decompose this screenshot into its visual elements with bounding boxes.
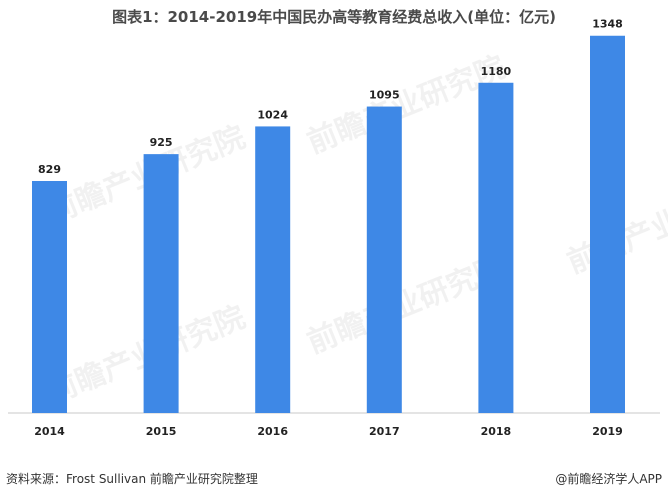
- chart-title: 图表1：2014-2019年中国民办高等教育经费总收入(单位：亿元): [112, 8, 556, 26]
- bar-2014: [32, 180, 67, 413]
- value-label-2015: 925: [150, 136, 173, 149]
- bar-2017: [366, 106, 402, 413]
- x-tick-label-2014: 2014: [34, 425, 65, 438]
- x-tick-label-2015: 2015: [146, 425, 177, 438]
- x-tick-label-2017: 2017: [369, 425, 400, 438]
- source-note: 资料来源：Frost Sullivan 前瞻产业研究院整理: [6, 472, 258, 486]
- x-tick-label-2018: 2018: [481, 425, 512, 438]
- value-label-2018: 1180: [481, 65, 512, 78]
- footer: 资料来源：Frost Sullivan 前瞻产业研究院整理 @前瞻经济学人APP: [0, 470, 668, 492]
- x-tick-label-2016: 2016: [257, 425, 288, 438]
- bar-2015: [143, 154, 179, 413]
- value-label-2014: 829: [38, 163, 61, 176]
- value-label-2016: 1024: [257, 108, 288, 121]
- value-label-2017: 1095: [369, 89, 400, 102]
- bar-2019: [590, 35, 625, 413]
- brand-credit: @前瞻经济学人APP: [555, 472, 662, 486]
- x-tick-label-2019: 2019: [592, 425, 623, 438]
- bar-2016: [255, 126, 291, 413]
- value-label-2019: 1348: [592, 18, 623, 31]
- bar-2018: [478, 82, 514, 413]
